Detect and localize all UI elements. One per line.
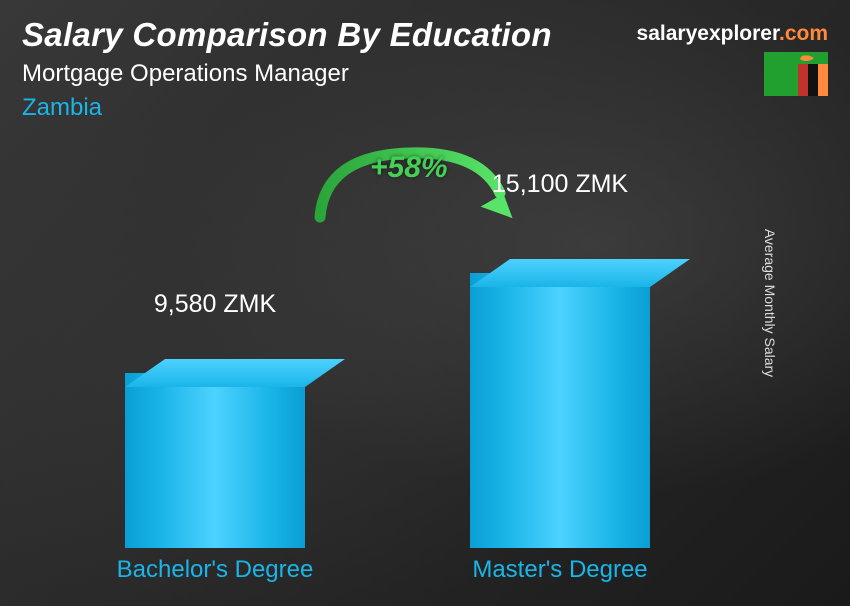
bar-1 xyxy=(460,273,660,548)
bar-label-0: Bachelor's Degree xyxy=(85,556,345,584)
country-name: Zambia xyxy=(22,94,552,122)
bar-label-1: Master's Degree xyxy=(430,556,690,584)
bar-value-0: 9,580 ZMK xyxy=(85,290,345,319)
page-title: Salary Comparison By Education xyxy=(22,16,552,54)
bar-0 xyxy=(115,373,315,548)
flag-stripe-2 xyxy=(808,64,818,96)
flag-stripe-3 xyxy=(818,64,828,96)
bar-value-1: 15,100 ZMK xyxy=(430,170,690,199)
page-subtitle: Mortgage Operations Manager xyxy=(22,60,552,88)
flag-icon xyxy=(764,52,828,96)
flag-stripes xyxy=(798,64,828,96)
brand-name: salaryexplorer xyxy=(637,22,779,45)
brand-tld: .com xyxy=(779,22,828,45)
header: Salary Comparison By Education Mortgage … xyxy=(22,16,552,122)
flag-stripe-1 xyxy=(798,64,808,96)
brand-logo: salaryexplorer.com xyxy=(637,22,828,46)
